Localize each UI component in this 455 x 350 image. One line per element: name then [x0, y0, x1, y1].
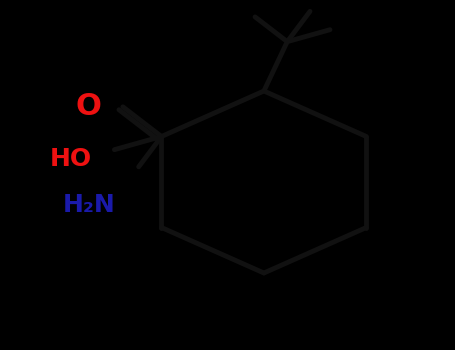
Text: HO: HO — [50, 147, 91, 171]
Text: O: O — [76, 92, 101, 121]
Text: H₂N: H₂N — [62, 193, 115, 217]
